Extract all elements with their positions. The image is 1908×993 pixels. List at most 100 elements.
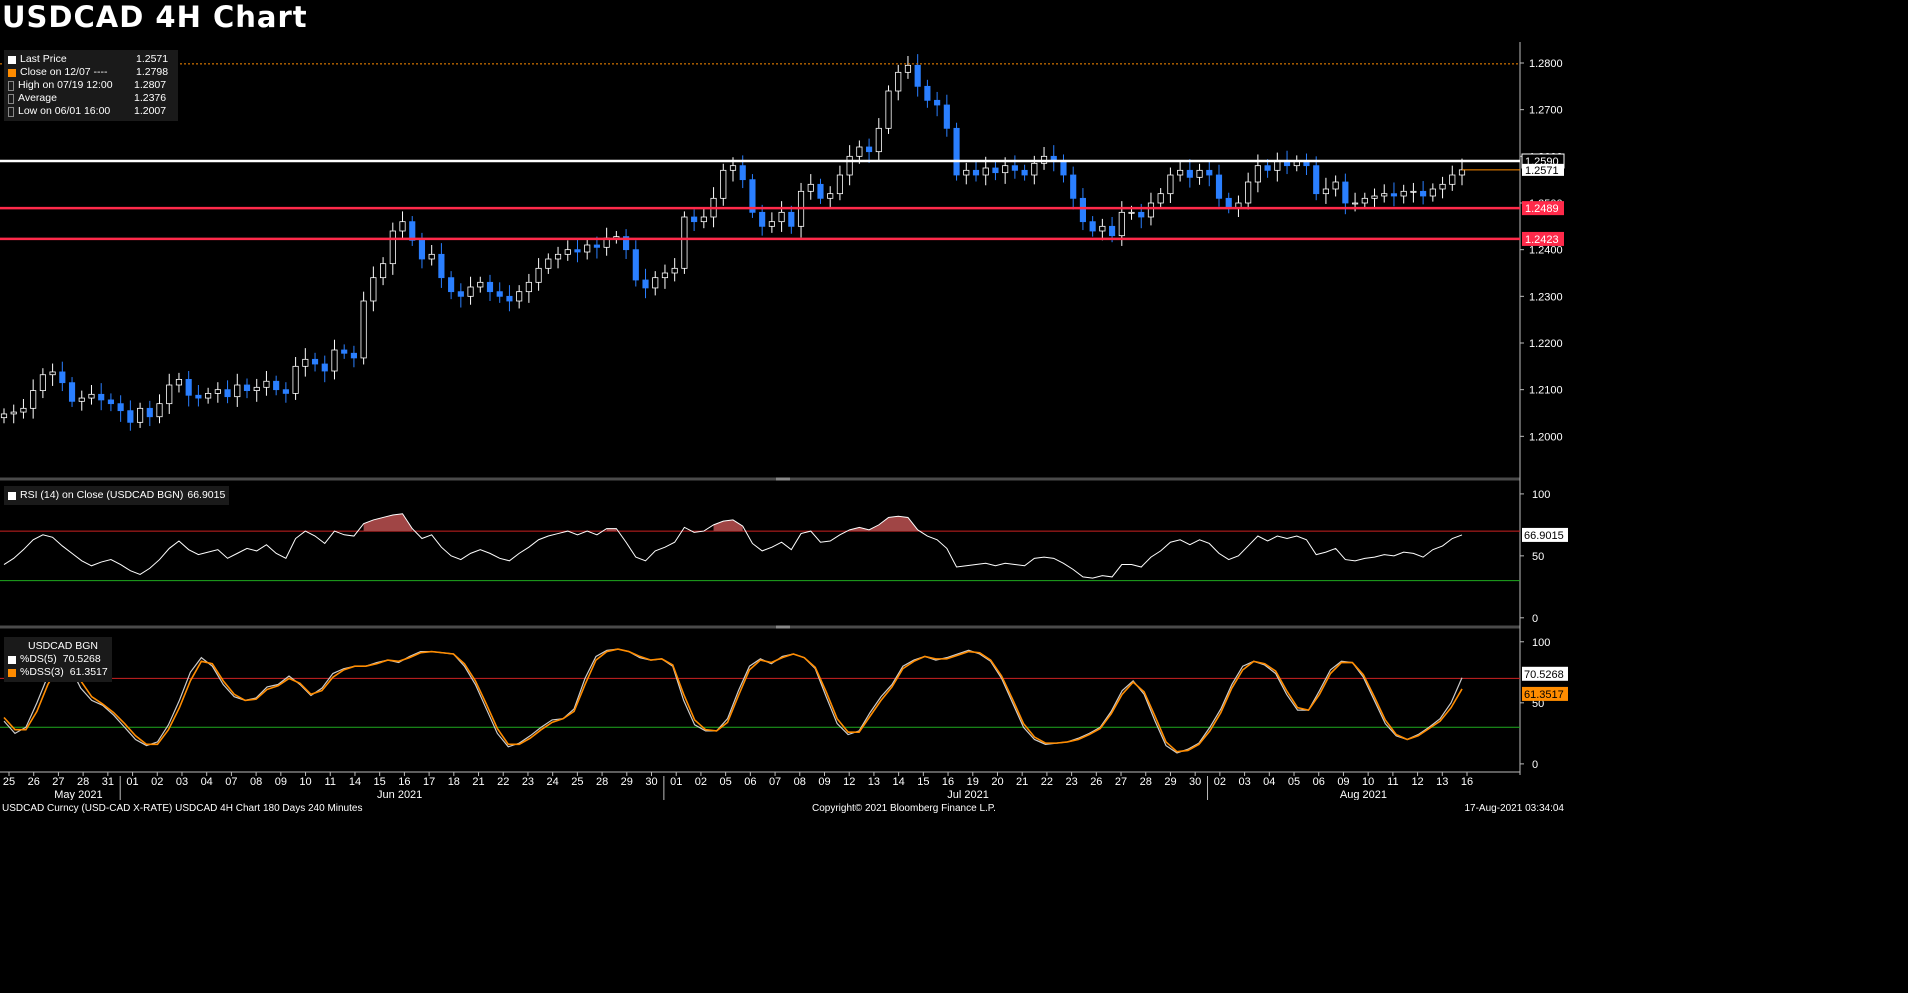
candle-body	[700, 216, 707, 223]
x-day-label: 05	[720, 776, 732, 788]
x-day-label: 01	[670, 776, 682, 788]
stoch-legend-label: %DSS(3)	[20, 666, 64, 678]
candle-body	[137, 407, 144, 423]
x-day-label: 03	[1238, 776, 1250, 788]
stoch-ds-last-label: 70.5268	[1524, 669, 1564, 681]
candle-body	[1138, 211, 1145, 218]
candle-body	[554, 253, 562, 260]
candle-body	[234, 384, 241, 398]
candle-body	[282, 389, 289, 394]
rsi-legend-value: 66.9015	[187, 489, 226, 501]
rsi-tick-label: 0	[1532, 613, 1538, 625]
candle-body	[302, 358, 309, 367]
candle-body	[1021, 169, 1028, 176]
price-legend-label: High on 07/19 12:00	[18, 79, 113, 91]
chart-title: USDCAD 4H Chart	[2, 0, 308, 34]
candle-body	[127, 410, 134, 423]
x-month-label: May 2021	[54, 789, 102, 800]
candle-body	[1439, 183, 1446, 190]
candle-body	[768, 221, 775, 227]
candle-body	[1128, 211, 1135, 214]
candle-body	[321, 363, 328, 372]
candle-body	[117, 403, 124, 412]
x-day-label: 14	[893, 776, 905, 788]
candle-body	[1089, 221, 1096, 232]
stoch-legend-value: 61.3517	[69, 666, 108, 678]
stoch-dss-last-label: 61.3517	[1524, 689, 1564, 701]
candle-body	[68, 382, 76, 402]
candle-body	[10, 411, 17, 415]
x-day-label: 04	[201, 776, 213, 788]
candle-body	[982, 167, 989, 176]
candle-body	[593, 244, 600, 248]
candle-body	[49, 371, 56, 376]
x-day-label: 13	[868, 776, 880, 788]
last-price-label: 1.2571	[1525, 165, 1559, 177]
candle-body	[195, 394, 202, 399]
candle-body	[1031, 162, 1038, 176]
candle-body	[98, 393, 105, 401]
x-day-label: 16	[398, 776, 410, 788]
x-day-label: 06	[744, 776, 756, 788]
candle-body	[836, 174, 843, 195]
x-day-label: 25	[3, 776, 15, 788]
x-day-label: 28	[1140, 776, 1152, 788]
candle-body	[166, 384, 173, 405]
x-day-label: 30	[1189, 776, 1201, 788]
candle-body	[1390, 193, 1398, 197]
price-legend-value: 1.2807	[134, 79, 167, 91]
candle-body	[642, 279, 649, 289]
x-day-label: 23	[522, 776, 534, 788]
price-legend-value: 1.2571	[136, 53, 169, 65]
x-day-label: 08	[250, 776, 262, 788]
candle-body	[574, 249, 581, 253]
last-price-box	[1522, 163, 1564, 176]
legend-swatch	[8, 68, 16, 77]
stoch-tick-label: 100	[1532, 637, 1550, 649]
x-day-label: 24	[547, 776, 559, 788]
candle-body	[914, 64, 921, 87]
candle-body	[1361, 197, 1368, 204]
candle-body	[311, 358, 319, 365]
candle-body	[671, 267, 678, 274]
candle-body	[963, 169, 970, 176]
candle-body	[457, 291, 464, 297]
candle-body	[30, 390, 37, 409]
support-label: 1.2423	[1525, 234, 1559, 246]
price-legend-row: High on 07/19 12:00 1.2807	[8, 79, 174, 92]
x-month-label: Jul 2021	[947, 789, 989, 800]
candle-body	[292, 365, 299, 394]
candle-body	[39, 374, 46, 392]
x-day-label: 08	[794, 776, 806, 788]
candle-body	[535, 267, 542, 283]
candle-body	[1254, 165, 1261, 183]
x-day-label: 11	[325, 776, 336, 788]
stoch-legend-value: 70.5268	[62, 653, 101, 665]
support-label-box	[1522, 231, 1564, 246]
candle-body	[953, 127, 960, 176]
candle-body	[895, 71, 902, 92]
x-day-label: 02	[695, 776, 707, 788]
x-day-label: 09	[1337, 776, 1349, 788]
price-legend-row: Close on 12/07 ---- 1.2798	[8, 66, 174, 79]
panel-separator	[0, 625, 1520, 629]
candle-body	[1458, 169, 1466, 176]
x-day-label: 10	[1362, 776, 1374, 788]
x-month-label: Aug 2021	[1340, 789, 1387, 800]
legend-swatch	[8, 80, 14, 91]
x-day-label: 03	[176, 776, 188, 788]
x-day-label: 20	[991, 776, 1003, 788]
candle-body	[691, 216, 698, 223]
candle-body	[224, 389, 231, 398]
candle-body	[1264, 165, 1271, 171]
candle-body	[652, 277, 659, 289]
candle-body	[1079, 197, 1086, 223]
support-label: 1.2489	[1525, 203, 1559, 215]
chart-canvas: 1.28001.27001.26001.25001.24001.23001.22…	[0, 42, 1568, 800]
price-legend-label: Low on 06/01 16:00	[18, 105, 111, 117]
candle-body	[253, 386, 260, 392]
price-legend-label: Close on 12/07 ----	[20, 66, 108, 78]
candle-body	[380, 263, 387, 279]
x-month-label: Jun 2021	[377, 789, 422, 800]
candle-body	[856, 146, 863, 157]
